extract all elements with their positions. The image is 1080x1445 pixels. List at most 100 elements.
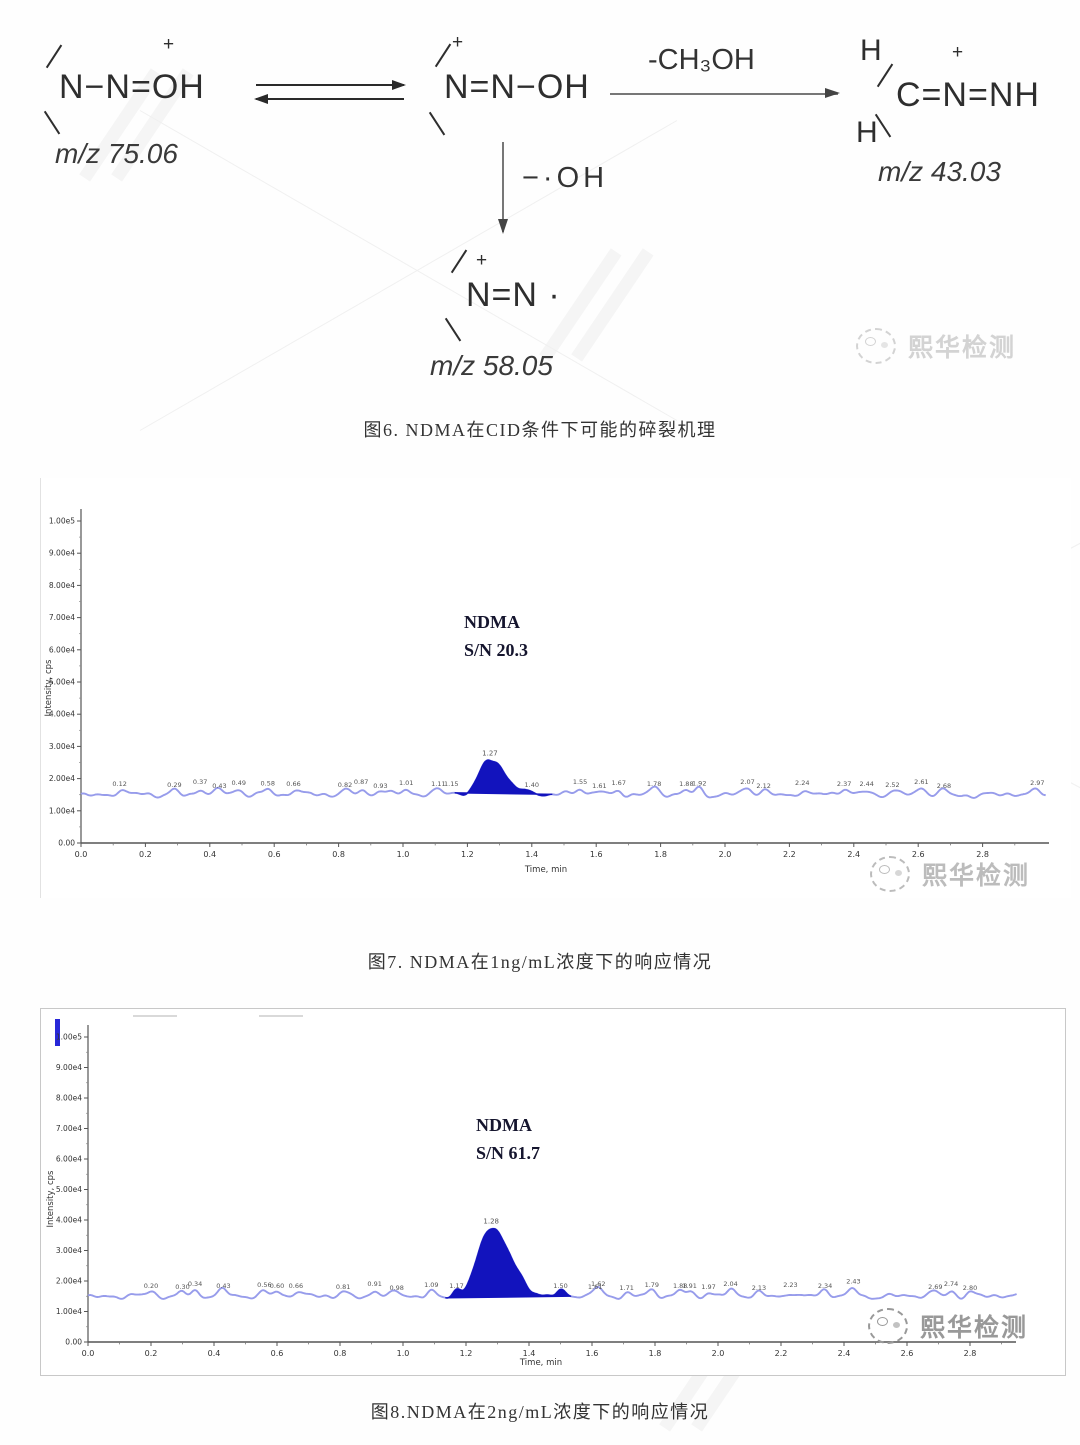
noise-peak-label: 2.24	[795, 779, 809, 787]
positive-charge: +	[476, 250, 488, 271]
peak-annotation: NDMA	[476, 1115, 532, 1135]
x-tick-label: 1.0	[397, 1349, 410, 1358]
y-tick-label: 4.00e4	[56, 1216, 82, 1225]
noise-peak-label: 0.82	[338, 781, 352, 789]
noise-peak-label: 0.43	[212, 782, 226, 790]
noise-peak-label: 1.92	[692, 779, 706, 787]
chromatogram-1ng: 0.00 1.00e4 2.00e4 3.00e4 4.00e4 5.00e4 6.00e4…	[40, 478, 1071, 898]
brand-logo-icon	[868, 1308, 908, 1344]
y-tick-label: 0.00	[58, 839, 75, 848]
chromatogram-1ng-plot: 0.00 1.00e4 2.00e4 3.00e4 4.00e4 5.00e4 6.00e4…	[44, 509, 1049, 875]
x-tick-label: 0.8	[334, 1349, 347, 1358]
y-tick-label: 2.00e4	[49, 774, 75, 783]
methyl-bond	[444, 317, 462, 342]
noise-peak-label: 2.52	[885, 781, 899, 789]
noise-peak-label: 0.98	[389, 1284, 403, 1292]
noise-peak-label: 2.13	[752, 1284, 766, 1292]
noise-peak-label: 2.04	[723, 1280, 737, 1288]
figure8-caption: 图8.NDMA在2ng/mL浓度下的响应情况	[370, 1402, 710, 1422]
noise-peak-label: 1.71	[619, 1284, 633, 1292]
x-tick-label: 2.8	[964, 1349, 977, 1358]
x-axis-title: Time, min	[524, 865, 567, 875]
mz-label: m/z 43.03	[878, 156, 1001, 187]
brand-text: 熙华检测	[922, 863, 1031, 890]
x-tick-label: 1.8	[654, 850, 667, 859]
x-tick-label: 0.2	[145, 1349, 158, 1358]
peak-annotation: NDMA	[464, 612, 520, 632]
x-tick-label: 1.4	[525, 850, 538, 859]
brand-stamp: 熙华检测	[856, 328, 1016, 364]
x-tick-label: 0.4	[208, 1349, 221, 1358]
noise-peak-label: 2.34	[818, 1282, 832, 1290]
noise-peak-label: 0.49	[232, 779, 246, 787]
y-tick-label: 1.00e5	[56, 1033, 82, 1042]
noise-peak-label: 1.79	[645, 1281, 659, 1289]
noise-peak-label: 2.44	[859, 780, 873, 788]
x-tick-label: 2.6	[912, 850, 925, 859]
figure7-caption: 图7. NDMA在1ng/mL浓度下的响应情况	[367, 952, 713, 972]
x-tick-label: 0.4	[203, 850, 216, 859]
x-tick-label: 2.8	[976, 850, 989, 859]
hydrogen-atom: H	[860, 34, 882, 67]
noise-peak-label: 0.43	[216, 1282, 230, 1290]
methyl-bond	[43, 110, 61, 135]
noise-peak-label: 0.66	[286, 780, 300, 788]
y-tick-label: 4.00e4	[49, 710, 75, 719]
noise-peak-label: 1.88	[679, 780, 693, 788]
noise-peak-label: 2.68	[937, 782, 951, 790]
brand-stamp: 熙华检测	[870, 856, 1030, 892]
noise-peak-label: 2.23	[783, 1281, 797, 1289]
reaction-arrow-down	[497, 142, 507, 234]
noise-peak-label: 1.11	[431, 780, 445, 788]
brand-text: 熙华检测	[920, 1315, 1029, 1342]
noise-peak-label: 2.61	[914, 778, 928, 786]
y-tick-label: 3.00e4	[56, 1246, 82, 1255]
x-tick-label: 1.0	[397, 850, 410, 859]
artifact-dash	[259, 1015, 303, 1017]
brand-logo-icon	[870, 856, 910, 892]
mz-label: m/z 58.05	[430, 350, 553, 381]
noise-peak-label: 0.12	[112, 780, 126, 788]
methyl-bond	[450, 249, 468, 274]
noise-peak-label: 1.50	[553, 1282, 567, 1290]
y-tick-label: 5.00e4	[56, 1185, 82, 1194]
x-tick-label: 2.0	[712, 1349, 725, 1358]
reaction-arrow-right	[610, 89, 840, 97]
noise-peak-label: 1.15	[444, 780, 458, 788]
x-tick-label: 0.0	[75, 850, 88, 859]
noise-peak-label: 1.61	[592, 782, 606, 790]
noise-peak-label: 2.07	[740, 778, 754, 786]
y-tick-label: 7.00e4	[49, 613, 75, 622]
methyl-bond	[428, 111, 446, 136]
brand-text: 熙华检测	[908, 335, 1017, 362]
equilibrium-arrow-forward	[256, 80, 406, 90]
noise-peak-label: 1.91	[682, 1282, 696, 1290]
y-tick-label: 8.00e4	[49, 581, 75, 590]
brand-stamp: 熙华检测	[868, 1308, 1028, 1344]
noise-peak-label: 2.74	[944, 1280, 958, 1288]
structure-mz-58: + N=N · m/z 58.05	[430, 244, 626, 394]
y-tick-label: 2.00e4	[56, 1277, 82, 1286]
y-tick-label: 3.00e4	[49, 742, 75, 751]
noise-peak-label: 0.66	[289, 1282, 303, 1290]
peak-annotation: S/N 61.7	[476, 1143, 540, 1163]
chromatogram-2ng-plot: 0.00 1.00e4 2.00e4 3.00e4 4.00e4 5.00e4 6.00e4…	[46, 1025, 1017, 1368]
noise-peak-label: 1.61	[588, 1283, 602, 1291]
y-tick-label: 6.00e4	[49, 645, 75, 654]
y-axis-title: Intensity, cps	[46, 1170, 56, 1227]
y-tick-label: 1.00e5	[49, 517, 75, 526]
structure-intermediate: + N=N−OH	[428, 30, 610, 150]
noise-peak-label: 2.12	[756, 782, 770, 790]
y-tick-label: 5.00e4	[49, 678, 75, 687]
y-tick-label: 0.00	[65, 1338, 82, 1347]
y-tick-label: 1.00e4	[49, 806, 75, 815]
x-tick-label: 1.2	[460, 1349, 473, 1358]
noise-peak-label: 1.97	[701, 1283, 715, 1291]
noise-peak-label: 0.58	[261, 780, 275, 788]
formula-text: N=N−OH	[444, 68, 590, 106]
structure-mz-43: H + C=N=NH H m/z 43.03	[852, 32, 1062, 192]
positive-charge: +	[452, 32, 464, 53]
noise-peak-label: 0.60	[270, 1282, 284, 1290]
noise-peak-label: 2.80	[963, 1284, 977, 1292]
noise-peak-label: 2.69	[928, 1283, 942, 1291]
